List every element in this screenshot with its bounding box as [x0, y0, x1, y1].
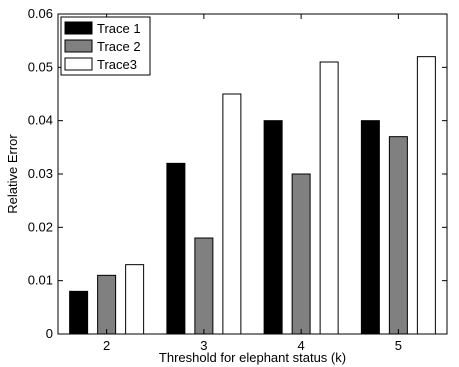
y-axis: 0 0.01 0.02 0.03 0.04 0.05 0.06 — [28, 6, 447, 341]
bar-2-4 — [291, 173, 311, 335]
y-tick-label: 0 — [46, 326, 53, 341]
bar-1-4 — [263, 120, 283, 335]
legend: Trace 1 Trace 2 Trace3 — [60, 16, 151, 76]
bars-layer — [69, 56, 436, 335]
y-tick-label: 0.02 — [28, 219, 53, 234]
x-tick-label: 3 — [200, 338, 207, 353]
y-tick-label: 0.06 — [28, 6, 53, 21]
y-axis-title: Relative Error — [5, 134, 20, 214]
bar-2-3 — [194, 237, 214, 335]
bar-1-5 — [360, 120, 380, 335]
y-tick-label: 0.01 — [28, 273, 53, 288]
legend-swatch — [64, 21, 93, 35]
bar-3-3 — [222, 93, 242, 335]
bar-1-2 — [69, 290, 89, 335]
x-axis: 2 3 4 5 — [103, 14, 402, 353]
bar-1-3 — [166, 162, 186, 335]
legend-swatch — [64, 39, 93, 53]
bar-2-2 — [97, 274, 117, 335]
bar-3-4 — [319, 61, 339, 335]
bar-3-5 — [416, 56, 436, 335]
legend-swatch — [64, 57, 93, 71]
bar-3-2 — [125, 264, 145, 335]
x-tick-label: 5 — [395, 338, 402, 353]
y-tick-label: 0.05 — [28, 59, 53, 74]
y-tick-label: 0.04 — [28, 113, 53, 128]
legend-label: Trace3 — [97, 57, 137, 72]
legend-label: Trace 1 — [97, 21, 141, 36]
x-axis-title: Threshold for elephant status (k) — [159, 350, 346, 365]
x-tick-label: 4 — [298, 338, 305, 353]
x-tick-label: 2 — [103, 338, 110, 353]
y-tick-label: 0.03 — [28, 166, 53, 181]
legend-label: Trace 2 — [97, 39, 141, 54]
bar-2-5 — [388, 136, 408, 335]
